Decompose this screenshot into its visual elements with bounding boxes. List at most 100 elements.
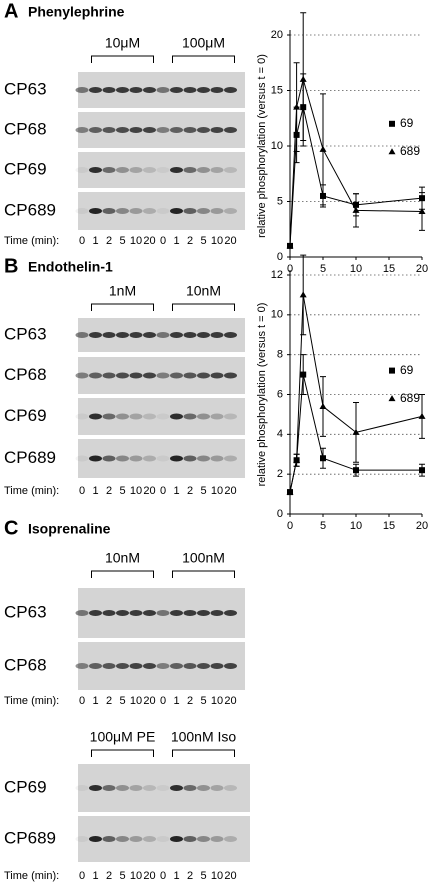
blot-band [102,785,116,791]
data-point [352,428,360,435]
blot-band [183,167,197,173]
blot-band [224,332,237,338]
time-value: 1 [92,235,98,247]
time-label: Time (min): [4,870,59,882]
blot-band [102,127,116,133]
x-tick-label: 0 [287,263,293,275]
time-label: Time (min): [4,235,59,247]
legend-marker [388,395,396,402]
blot-band [129,413,143,420]
blot-band [156,413,170,420]
blot-band [170,413,183,420]
blot-band [89,455,102,462]
blot-band [156,610,170,616]
blot-band [129,167,143,173]
blot-band [224,836,237,842]
blot-band [197,836,210,842]
blot-band [170,610,183,616]
blot-band [224,413,237,420]
time-value: 2 [106,485,112,497]
blot-band [197,127,210,133]
legend-label: 689 [400,144,420,158]
blot-band [116,455,129,462]
y-tick-label: 5 [277,195,283,207]
blot-band [75,372,89,379]
time-value: 5 [200,695,206,707]
blot-band [183,208,197,214]
blot-band [183,372,197,379]
legend-label: 69 [400,363,414,377]
row-label: CP68 [4,365,47,384]
blot-band [183,87,197,93]
legend-marker [388,148,396,155]
time-value: 20 [224,870,236,882]
row-label: CP68 [4,655,47,674]
blot-band [75,87,89,93]
time-value: 0 [160,485,166,497]
blot-band [197,413,210,420]
blot-band [102,167,116,173]
blot-band [156,785,170,791]
panel-letter: B [4,255,18,277]
blot-band [129,663,143,669]
row-label: CP68 [4,119,47,138]
blot-band [156,372,170,379]
blot-band [89,663,102,669]
concentration-label: 1nM [109,283,136,299]
blot-band [129,610,143,616]
bracket [91,570,154,578]
time-label: Time (min): [4,485,59,497]
data-point [293,103,301,110]
blot-band [210,208,224,214]
blot-band [183,785,197,791]
time-value: 2 [187,235,193,247]
blot-band [224,208,237,214]
data-point [419,467,425,474]
y-tick-label: 10 [271,140,283,152]
blot-band [170,836,183,842]
time-value: 5 [200,870,206,882]
blot-band [156,208,170,214]
time-value: 5 [119,485,125,497]
blot-band [102,332,116,338]
blot-band [170,455,183,462]
row-label: CP69 [4,406,47,425]
legend-label: 69 [400,116,414,130]
data-point [293,456,301,463]
series-line [289,107,423,246]
bracket [91,749,154,757]
blot-band [197,663,210,669]
blot-band [116,836,129,842]
data-point [300,371,307,378]
data-point [353,467,359,474]
y-axis-label: relative phosphorylation (versus t = 0) [256,54,268,238]
blot-band [224,167,237,173]
time-value: 1 [92,695,98,707]
row-label: CP63 [4,79,47,98]
time-value: 10 [211,235,223,247]
blot-band [183,836,197,842]
time-value: 1 [92,485,98,497]
data-point [418,207,426,214]
blot-band [129,208,143,214]
x-tick-label: 10 [350,263,362,275]
blot-band [129,836,143,842]
blot-band [116,208,129,214]
blot-band [102,836,116,842]
series-line [289,294,423,493]
y-axis-label: relative phosphorylation (versus t = 0) [256,303,268,487]
time-label: Time (min): [4,695,59,707]
blot-band [143,836,156,842]
blot-band [156,127,170,133]
data-point [286,242,294,249]
blot-band [210,785,224,791]
blot-band [102,610,116,616]
blot-band [75,413,89,420]
x-tick-label: 20 [416,520,428,532]
time-value: 0 [160,235,166,247]
time-value: 5 [200,485,206,497]
blot-band [143,413,156,420]
blot-band [129,87,143,93]
blot-band [116,167,129,173]
time-value: 2 [187,870,193,882]
